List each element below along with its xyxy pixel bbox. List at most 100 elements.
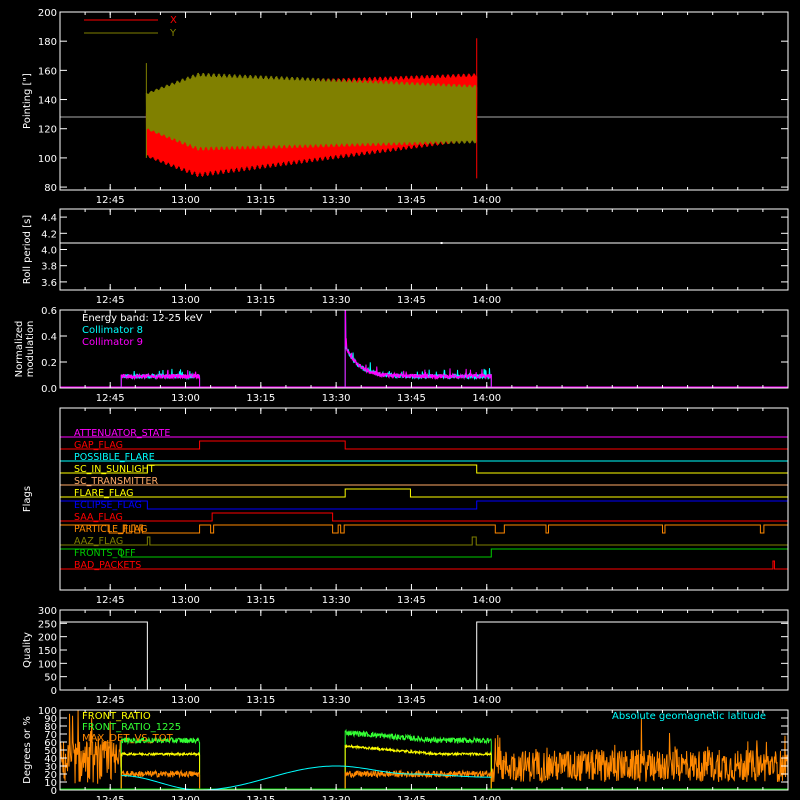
modulation-data — [60, 310, 788, 388]
y-tick-label: 4.2 — [41, 229, 57, 240]
x-tick-label: 13:30 — [322, 695, 351, 706]
flag-label: SAA_FLAG — [74, 512, 123, 523]
y-tick-label: 100 — [38, 154, 57, 165]
x-tick-label: 12:45 — [96, 595, 125, 606]
x-tick-label: 14:00 — [472, 795, 501, 800]
flag-label: FLARE_FLAG — [74, 488, 134, 499]
series-Y-line — [145, 72, 478, 151]
y-tick-label: 80 — [44, 183, 57, 194]
x-tick-label: 13:15 — [246, 795, 275, 800]
x-tick-label: 13:15 — [246, 595, 275, 606]
x-tick-label: 14:00 — [472, 393, 501, 404]
y-tick-label: 300 — [38, 606, 57, 617]
x-tick-label: 13:00 — [171, 595, 200, 606]
segment-green-line — [120, 736, 201, 790]
x-tick-label: 14:00 — [472, 595, 501, 606]
plot-frame — [59, 309, 789, 389]
y-tick-label: 200 — [38, 633, 57, 644]
ratios-data — [60, 710, 788, 790]
flag-FRONTS_OFF-line — [59, 548, 789, 558]
x-tick-label: 13:15 — [246, 393, 275, 404]
pointing-data — [60, 38, 788, 179]
flag-FLARE_FLAG-line — [60, 488, 788, 498]
y-axis-label-line: Normalized — [14, 321, 25, 378]
y-tick-label: 50 — [44, 673, 57, 684]
y-tick-label: 4.0 — [41, 246, 57, 257]
flag-PARTICLE_FLAG-line — [59, 524, 789, 534]
y-axis-label: Quality — [22, 632, 33, 668]
x-tick-label: 13:45 — [397, 295, 426, 306]
flag-label: GAP_FLAG — [74, 440, 123, 451]
panel-pointing: 12:45 13:00 13:15 13:30 13:45 14:00 80 100 120 14… — [22, 8, 789, 206]
flag-GAP_FLAG-line — [60, 440, 788, 450]
series-MAX_DET_VS_TOT-pre — [60, 710, 122, 784]
x-tick-label: 12:45 — [96, 195, 125, 206]
segment-yellow-line — [120, 751, 201, 790]
y-axis-label: Flags — [22, 486, 33, 512]
x-tick-label: 13:45 — [397, 695, 426, 706]
x-tick-label: 13:15 — [246, 295, 275, 306]
segment-green-line — [344, 728, 492, 790]
panel-quality: 12:45 13:00 13:15 13:30 13:45 14:00 0 50 100 150 2… — [22, 606, 789, 706]
legend-label: MAX_DET_VS_TOT — [82, 733, 174, 744]
y-tick-label: 70 — [44, 730, 57, 741]
flag-label: SC_TRANSMITTER — [74, 476, 159, 487]
y-axis-label: Degrees or % — [22, 716, 33, 784]
panel-ratios: 12:45 13:00 13:15 13:30 13:45 14:00 0102030405… — [22, 706, 789, 800]
legend-label: X — [170, 15, 177, 26]
y-axis-label-line: modulation — [25, 321, 36, 378]
x-tick-label: 13:00 — [171, 295, 200, 306]
flag-ECLIPSE_FLAG-line — [59, 500, 789, 510]
y-tick-label: 180 — [38, 37, 57, 48]
y-tick-label: 0 — [51, 686, 57, 697]
x-tick-label: 12:45 — [96, 695, 125, 706]
flag-label: ATTENUATOR_STATE — [74, 428, 170, 439]
x-tick-label: 14:00 — [472, 195, 501, 206]
segment-yellow-line — [344, 743, 492, 790]
x-tick-label: 13:30 — [322, 595, 351, 606]
y-tick-label: 0.0 — [41, 384, 57, 395]
x-tick-label: 13:45 — [397, 595, 426, 606]
y-tick-label: 60 — [44, 738, 57, 749]
energy-band-annotation: Energy band: 12-25 keV — [82, 313, 203, 324]
flag-label: BAD_PACKETS — [74, 560, 141, 571]
y-tick-label: 4.4 — [41, 213, 57, 224]
x-tick-label: 14:00 — [472, 295, 501, 306]
flag-label: POSSIBLE_FLARE — [74, 452, 155, 463]
flag-AAZ_FLAG-line — [60, 536, 788, 546]
x-tick-label: 12:45 — [96, 393, 125, 404]
legend-label: FRONT_RATIO — [82, 711, 151, 722]
y-tick-label: 0.6 — [41, 306, 57, 317]
plot-frame — [59, 11, 789, 191]
y-tick-label: 40 — [44, 754, 57, 765]
y-tick-label: 0.2 — [41, 358, 57, 369]
y-tick-label: 0 — [51, 786, 57, 797]
x-tick-label: 13:30 — [322, 795, 351, 800]
series-Collimator-9-segment — [120, 369, 201, 388]
x-tick-label: 13:45 — [397, 393, 426, 404]
y-tick-label: 3.6 — [41, 278, 57, 289]
roll-outlier — [440, 242, 443, 245]
y-tick-label: 200 — [38, 8, 57, 19]
x-tick-label: 14:00 — [472, 695, 501, 706]
panel-roll: 12:45 13:00 13:15 13:30 13:45 14:00 3.6 3.8 4.0 4… — [22, 208, 789, 306]
y-tick-label: 90 — [44, 714, 57, 725]
y-tick-label: 150 — [38, 646, 57, 657]
y-tick-label: 3.8 — [41, 262, 57, 273]
y-tick-label: 100 — [38, 706, 57, 717]
flag-label: AAZ_FLAG — [74, 536, 123, 547]
x-tick-label: 13:00 — [171, 695, 200, 706]
y-axis-label: Pointing ["] — [22, 73, 33, 129]
x-tick-label: 13:45 — [397, 795, 426, 800]
flag-SAA_FLAG-line — [60, 512, 788, 522]
y-tick-label: 20 — [44, 770, 57, 781]
series-MAX_DET_VS_TOT-post — [490, 718, 788, 784]
x-tick-label: 13:15 — [246, 695, 275, 706]
y-tick-label: 50 — [44, 746, 57, 757]
legend-label: Absolute geomagnetic latitude — [612, 711, 766, 722]
y-tick-label: 250 — [38, 619, 57, 630]
flag-label: ECLIPSE_FLAG — [74, 500, 142, 511]
y-tick-label: 10 — [44, 778, 57, 789]
